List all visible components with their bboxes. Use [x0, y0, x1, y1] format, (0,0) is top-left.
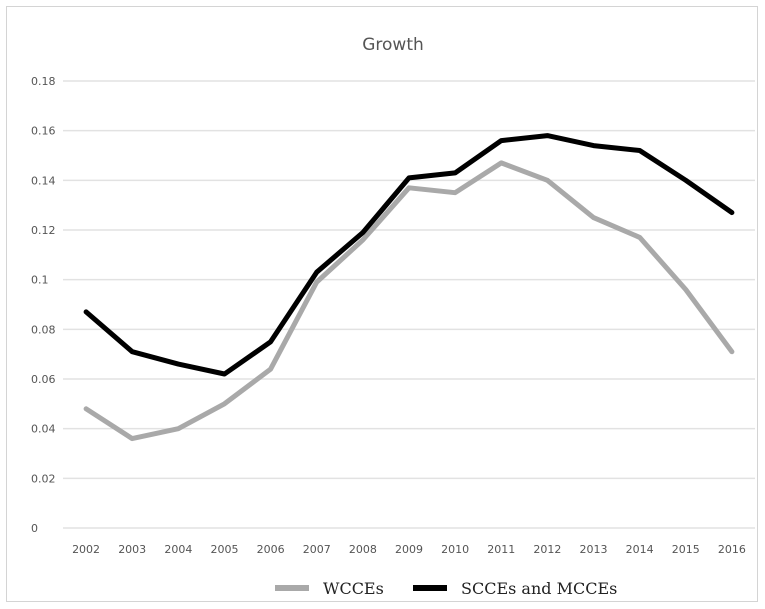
x-tick-label: 2002 [72, 543, 100, 556]
x-tick-label: 2005 [210, 543, 238, 556]
chart-frame: Growth 0 0.02 0.04 0.06 0.08 0.1 0.12 0.14 0.16 0… [6, 6, 758, 602]
y-axis-tick-labels: 0 0.02 0.04 0.06 0.08 0.1 0.12 0.14 0.16 0.18 [31, 75, 56, 535]
y-tick-label: 0.08 [31, 323, 56, 336]
y-tick-label: 0 [31, 522, 38, 535]
y-tick-label: 0.02 [31, 472, 56, 485]
y-tick-label: 0.16 [31, 125, 56, 138]
y-tick-label: 0.04 [31, 423, 56, 436]
series-line-0 [83, 160, 735, 442]
line-chart: Growth 00.020.040.060.080.10.120.140.160… [31, 35, 755, 598]
x-tick-label: 2003 [118, 543, 146, 556]
y-tick-label: 0.12 [31, 224, 56, 237]
x-tick-label: 2008 [349, 543, 377, 556]
legend-label: SCCEs and MCCEs [461, 579, 617, 598]
series-line-1 [83, 133, 735, 377]
x-tick-label: 2007 [303, 543, 331, 556]
chart-title: Growth [362, 35, 424, 55]
y-tick-label: 0.1 [31, 274, 49, 287]
x-tick-label: 2011 [487, 543, 515, 556]
x-tick-label: 2016 [718, 543, 746, 556]
x-tick-label: 2013 [580, 543, 608, 556]
series-lines [83, 133, 735, 442]
legend-label: WCCEs [323, 579, 384, 598]
x-tick-label: 2015 [672, 543, 700, 556]
x-tick-label: 2009 [395, 543, 423, 556]
x-axis-tick-labels: 2002 2003 2004 2005 2006 2007 2008 2009 2010 2011… [72, 543, 746, 556]
x-tick-label: 2014 [626, 543, 654, 556]
x-tick-label: 2012 [533, 543, 561, 556]
y-tick-label: 0.18 [31, 75, 56, 88]
y-tick-label: 0.06 [31, 373, 56, 386]
legend: WCCEs SCCEs and MCCEs [275, 579, 617, 598]
gridlines [63, 80, 755, 529]
x-tick-label: 2010 [441, 543, 469, 556]
x-tick-label: 2006 [257, 543, 285, 556]
x-tick-label: 2004 [164, 543, 192, 556]
y-tick-label: 0.14 [31, 174, 56, 187]
